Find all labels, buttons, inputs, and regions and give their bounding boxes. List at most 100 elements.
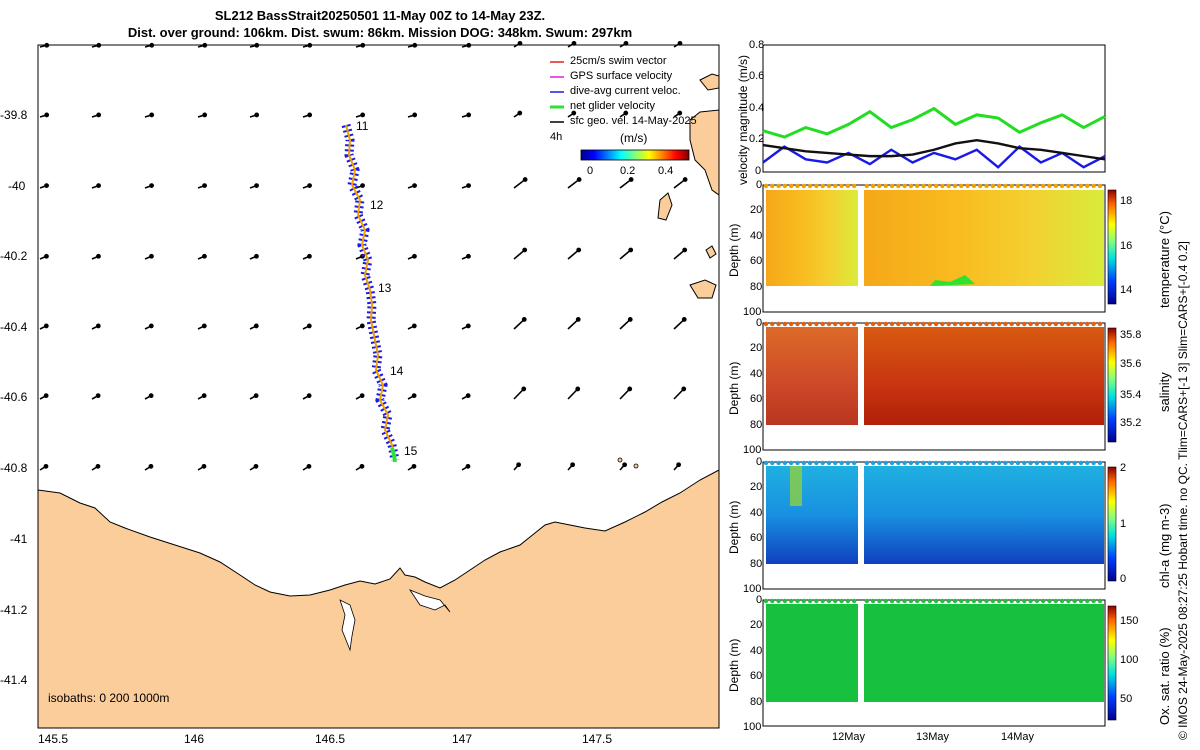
arrow-head [466,253,471,259]
profile-marker [820,598,825,604]
profile-marker [1041,321,1046,327]
lat-tick: -39.8 [0,108,28,122]
chla-field-b [864,466,1104,564]
arrow-head [96,42,102,48]
arrow-head [149,112,155,118]
arrow-head [466,42,472,48]
profile-marker [889,183,895,189]
profile-marker [883,321,888,327]
profile-marker [770,183,775,189]
depth-tick: 0 [756,317,763,329]
profile-marker [902,183,907,189]
profile-marker [1091,598,1096,604]
profile-marker [877,321,882,327]
arrow-head [360,112,366,118]
depth-tick: 0 [756,594,763,606]
temp-tick: 14 [1120,284,1133,296]
depth-tick: 20 [750,619,763,632]
profile-marker [839,598,844,604]
profile-marker [1097,598,1103,604]
arrow-head [465,393,471,399]
depth-tick: 40 [750,506,763,519]
profile-marker [1034,598,1040,604]
arrow-head [627,317,633,322]
tasmania-land [37,469,720,729]
lat-tick: -40.8 [0,461,28,475]
arrow-head [571,110,577,116]
profile-marker [984,183,989,189]
arrow-head [306,463,312,469]
profile-marker [839,183,844,189]
arrow-head [359,393,365,399]
day-label-11: 11 [356,119,369,133]
arrow-head [571,40,577,46]
profile-marker [952,598,958,604]
depth-tick: 20 [750,342,763,355]
arrow-head [307,42,313,48]
arrow-head [677,110,683,116]
profile-marker [996,460,1002,466]
depth-tick: 100 [743,721,762,733]
temp-tick: 16 [1120,240,1133,252]
arrow-head [44,253,49,259]
arrow-head [623,110,629,116]
depth-axis-label: Depth (m) [727,223,741,277]
arrow-head [148,323,154,329]
legend-sfc: sfc geo. vel. 14-May-2025 [570,115,697,127]
sal-tick: 35.2 [1120,417,1142,429]
arrow-head [306,393,312,399]
oxy-tick: 50 [1120,693,1133,705]
profile-marker [902,321,907,327]
lat-tick: -41.2 [0,603,28,617]
profile-marker [1053,460,1058,466]
profile-marker [915,321,920,327]
profile-marker [852,598,857,604]
salinity-field-b [864,327,1104,425]
arrow-head [307,183,312,188]
profile-marker [1003,183,1008,189]
vel-ytick: 0.2 [749,133,765,145]
arrow-head [96,253,101,259]
profile-marker [782,321,788,327]
lat-tick: -40.6 [0,390,28,404]
arrow-head [627,386,633,392]
profile-marker [864,183,869,189]
arrow-head [306,323,312,329]
profile-marker [770,460,775,466]
profile-marker [814,460,819,466]
glider-track [341,123,400,463]
profile-marker [902,460,907,466]
depth-axis-label: Depth (m) [727,500,741,554]
profile-marker [826,598,832,604]
arrow-head [253,323,259,329]
profile-marker [770,598,775,604]
profile-marker [940,321,945,327]
arrow-head [677,40,683,46]
profile-marker [826,183,832,189]
profile-marker [971,183,977,189]
profile-marker [933,321,939,327]
profile-marker [889,598,895,604]
profile-marker [952,183,958,189]
arrow-head [202,253,207,259]
vel-ytick: 0.8 [749,39,765,51]
arrow-head [360,183,365,188]
arrow-head [466,183,471,188]
profile-marker [782,598,788,604]
profile-marker [902,598,907,604]
profile-marker [870,321,876,327]
profile-marker [1078,598,1084,604]
profile-marker [1015,460,1021,466]
depth-tick: 40 [750,229,763,242]
legend-gps: GPS surface velocity [570,70,673,82]
profile-marker [870,598,876,604]
arrow-head [682,177,688,182]
profile-marker [1034,321,1040,327]
temperature-field-a [766,190,858,286]
arrow-head [575,386,581,392]
depth-tick: 100 [743,444,762,456]
profile-marker [940,598,945,604]
time-series-panels [762,44,1117,727]
profile-marker [870,460,876,466]
oxy-tick: 100 [1120,654,1139,666]
